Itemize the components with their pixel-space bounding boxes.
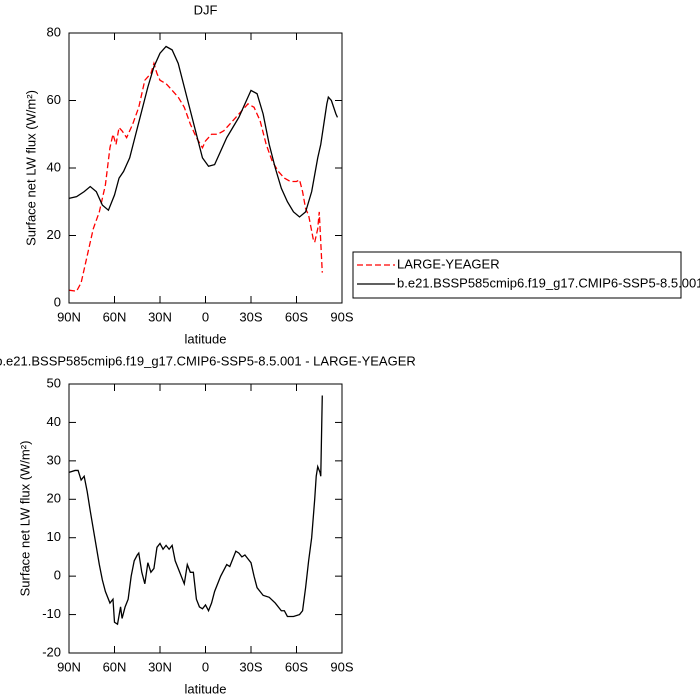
x-tick-label: 90S [330,659,353,674]
y-tick-label: 20 [47,491,61,506]
x-tick-label: 60N [103,659,127,674]
x-tick-label: 30S [239,309,262,324]
x-tick-label: 0 [202,659,209,674]
x-axis-label: latitude [185,681,227,696]
y-tick-label: -10 [42,606,61,621]
x-tick-label: 60S [285,659,308,674]
plot-frame [68,383,343,654]
y-tick-label: 0 [54,568,61,583]
x-tick-label: 0 [202,309,209,324]
legend-box [352,251,682,299]
y-tick-label: 20 [47,227,61,242]
y-tick-label: 40 [47,414,61,429]
y-axis-label: Surface net LW flux (W/m²) [17,441,32,597]
x-tick-label: 90N [57,309,81,324]
y-tick-label: 50 [47,375,61,390]
y-tick-label: 80 [47,24,61,39]
y-tick-label: 30 [47,452,61,467]
y-tick-label: 60 [47,92,61,107]
data-line [68,45,339,218]
chart-title: b.e21.BSSP585cmip6.f19_g17.CMIP6-SSP5-8.… [0,353,416,368]
plot-frame [68,32,343,304]
x-tick-label: 60N [103,309,127,324]
x-tick-label: 30N [148,659,172,674]
x-tick-label: 30N [148,309,172,324]
x-tick-label: 60S [285,309,308,324]
y-tick-label: 0 [54,294,61,309]
x-axis-label: latitude [185,331,227,346]
y-axis-label: Surface net LW flux (W/m²) [23,90,38,246]
x-tick-label: 90S [330,309,353,324]
y-tick-label: 40 [47,159,61,174]
y-tick-label: -20 [42,644,61,659]
legend-label: LARGE-YEAGER [397,256,500,271]
legend-label: b.e21.BSSP585cmip6.f19_g17.CMIP6-SSP5-8.… [397,275,700,290]
chart-title: DJF [194,2,218,17]
data-line [68,61,323,292]
data-line [68,395,323,626]
y-tick-label: 10 [47,529,61,544]
x-tick-label: 30S [239,659,262,674]
x-tick-label: 90N [57,659,81,674]
